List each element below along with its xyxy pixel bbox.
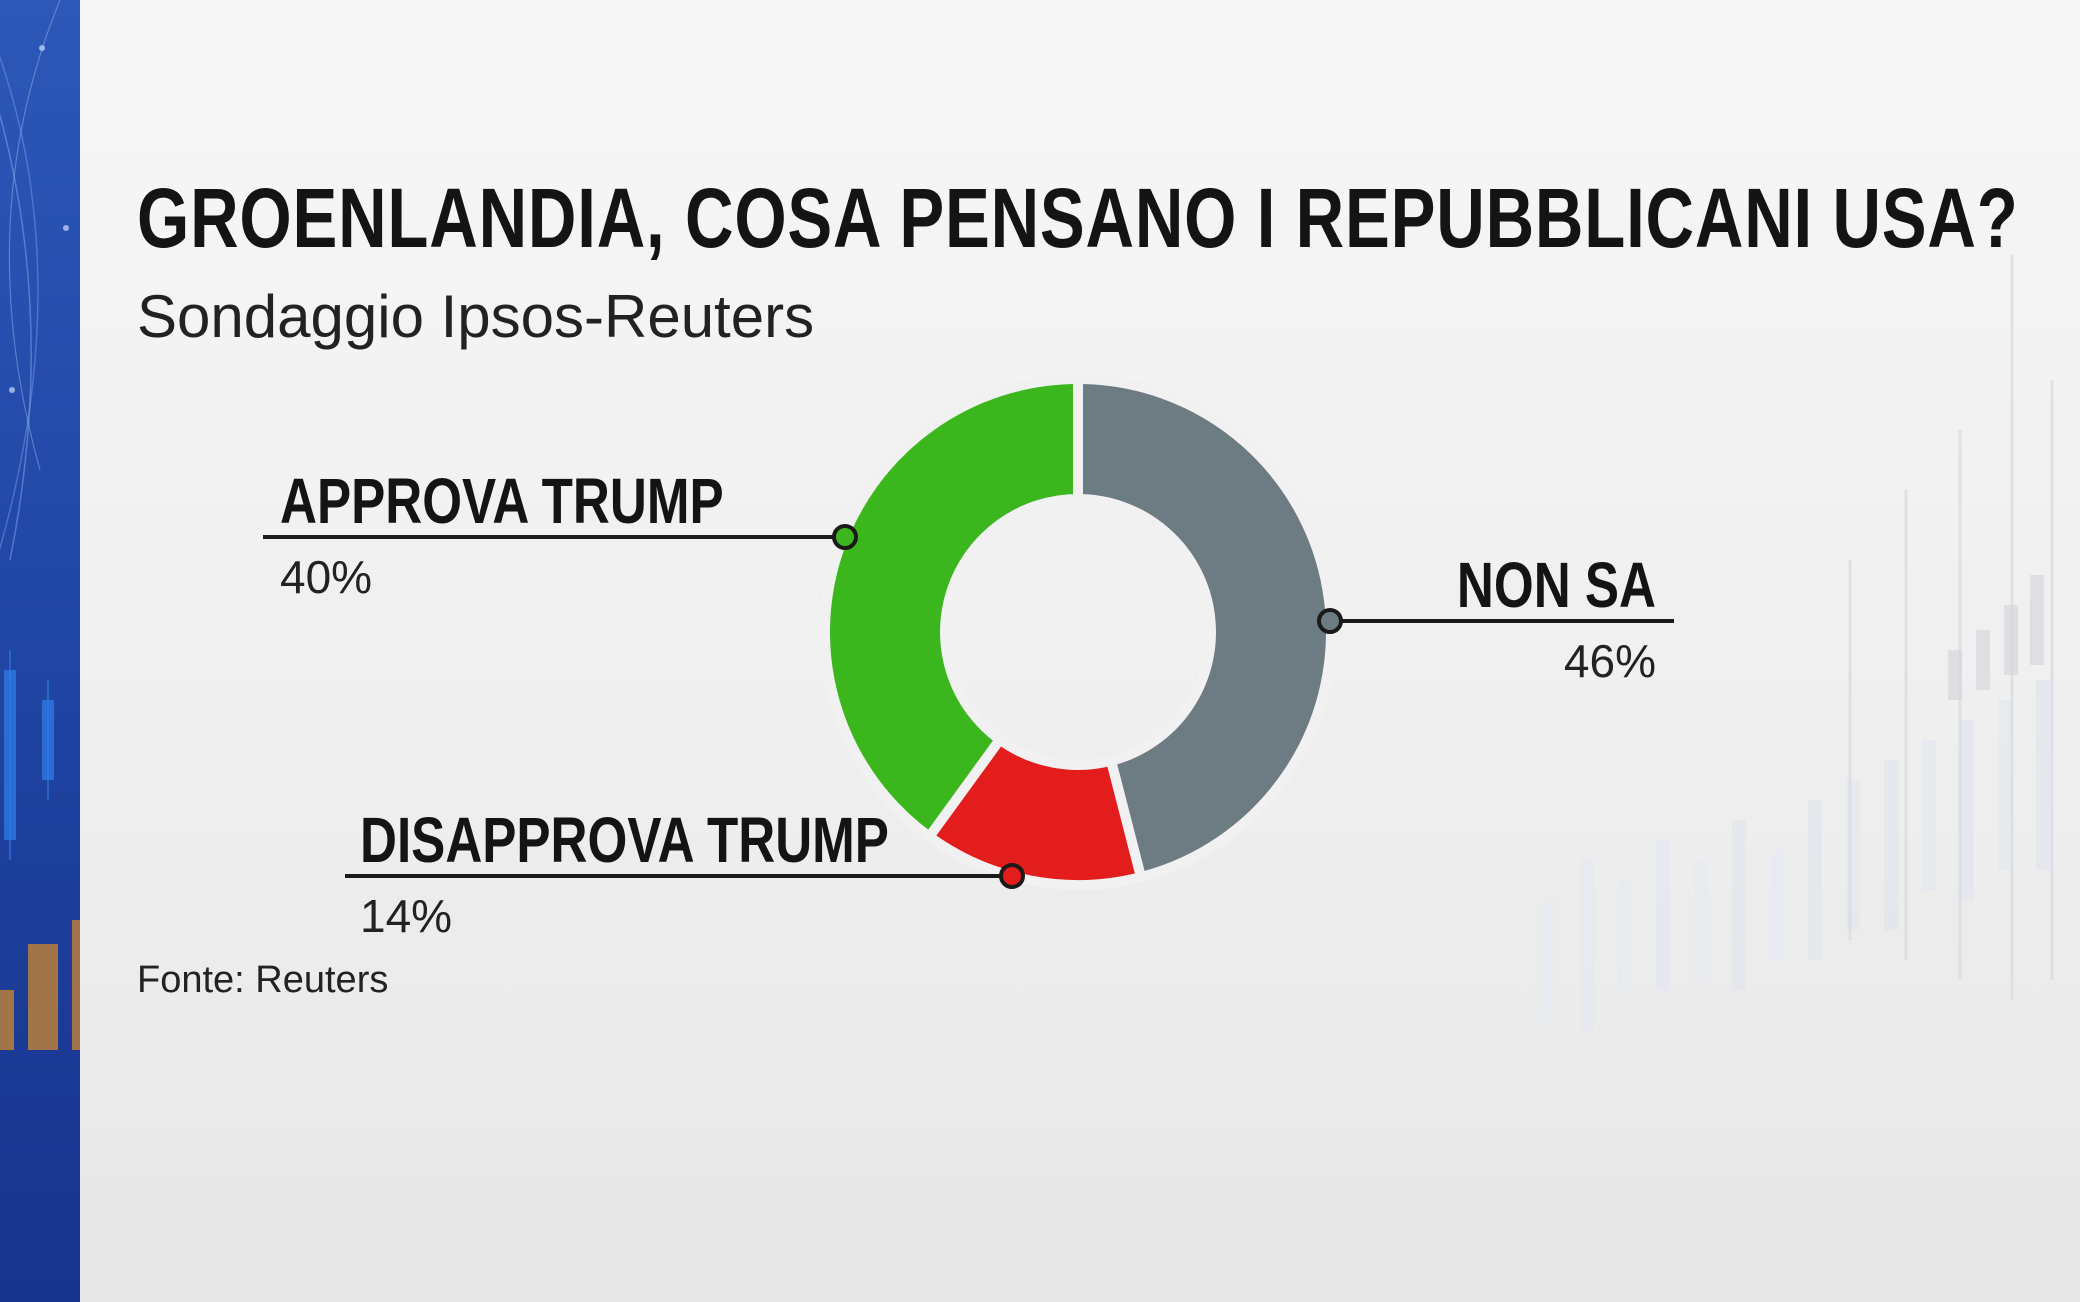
- left-decorative-band: [0, 0, 80, 1302]
- slice-value-label: 14%: [360, 890, 452, 942]
- slice-label-group-non-sa: NON SA 46%: [1317, 551, 1674, 687]
- slice-value-label: 40%: [280, 551, 372, 603]
- leader-dot: [999, 863, 1025, 889]
- leader-dot: [832, 524, 858, 550]
- chart-subtitle: Sondaggio Ipsos-Reuters: [137, 283, 815, 350]
- slice-label-group-approva-trump: APPROVA TRUMP 40%: [263, 467, 858, 603]
- donut-slice-non-sa: [1073, 373, 1336, 884]
- chart-title: GROENLANDIA, COSA PENSANO I REPUBBLICANI…: [137, 171, 2019, 265]
- source-note: Fonte: Reuters: [137, 959, 389, 1001]
- slice-label-group-disapprova-trump: DISAPPROVA TRUMP 14%: [345, 806, 1025, 942]
- leader-dot: [1317, 608, 1343, 634]
- donut-slice-approva-trump: [820, 373, 1083, 844]
- slice-label: DISAPPROVA TRUMP: [360, 806, 889, 877]
- slice-label: NON SA: [1457, 551, 1656, 622]
- slice-value-label: 46%: [1564, 635, 1656, 687]
- left-band-graphic: [0, 0, 80, 1050]
- slice-label: APPROVA TRUMP: [280, 467, 724, 538]
